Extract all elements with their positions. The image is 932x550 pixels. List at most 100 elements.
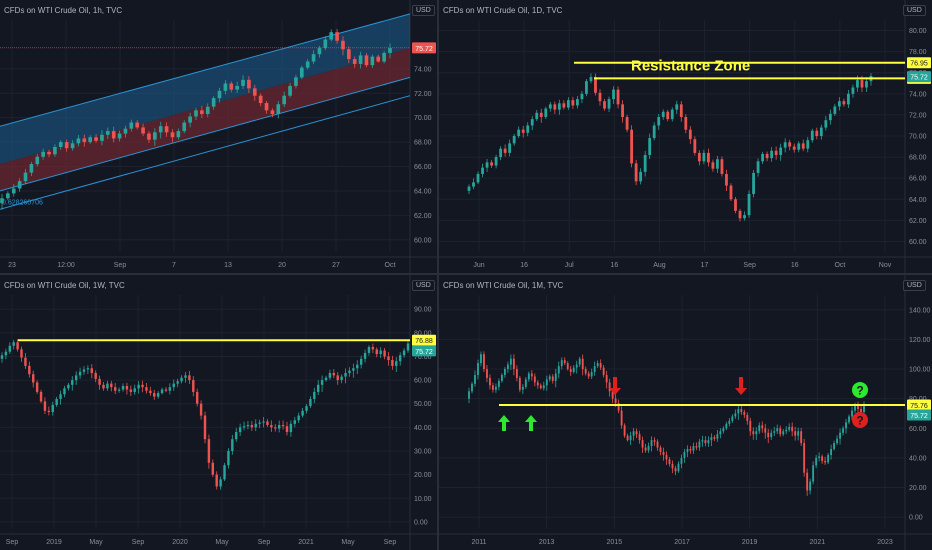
candle-body — [471, 383, 473, 392]
channel-ratio-label: 0.628260706 — [2, 199, 43, 206]
candle-body — [806, 472, 809, 491]
candle-body — [82, 138, 87, 143]
candle-body — [382, 52, 386, 62]
candle-body — [29, 164, 34, 173]
candle-body — [376, 56, 381, 62]
candle-body — [571, 100, 575, 106]
candle-body — [521, 386, 524, 390]
last-price-tag-bg — [907, 409, 931, 421]
candle-body — [490, 162, 493, 166]
candle-body — [274, 427, 277, 429]
candle-body — [39, 391, 43, 402]
candle-body — [503, 369, 506, 375]
candle-body — [812, 465, 815, 482]
candle-body — [675, 104, 679, 110]
y-tick-label: 62.00 — [909, 218, 927, 225]
candle-body — [734, 413, 737, 417]
candle-body — [305, 406, 308, 411]
level-tag-bg — [907, 399, 931, 411]
x-tick-label: 7 — [172, 262, 176, 269]
candle-body — [211, 98, 216, 107]
y-tick-label: 74.00 — [909, 91, 927, 98]
candle-body — [486, 369, 488, 378]
candle-body — [199, 403, 203, 416]
candle-body — [662, 451, 665, 455]
candle-body — [782, 431, 785, 435]
candle-body — [24, 357, 27, 366]
chart-panel-1h: 60.00 62.00 64.00 66.00 68.00 70.00 72.00 74.00… — [0, 0, 437, 273]
question-mark-glyph: ? — [856, 413, 863, 427]
candle-body — [223, 83, 228, 91]
candle-body — [170, 132, 175, 138]
candle-body — [758, 425, 761, 432]
candle-body — [293, 420, 296, 424]
x-tick-label: 12:00 — [57, 262, 75, 269]
last-price-tag: 75.72 — [910, 75, 928, 82]
candle-body — [652, 125, 656, 139]
candle-body — [752, 172, 755, 194]
candle-body — [78, 371, 82, 376]
candle-body — [141, 127, 145, 134]
candle-body — [86, 368, 90, 370]
candle-body — [677, 463, 680, 472]
candle-body — [11, 188, 16, 194]
chart-1d-svg: 60.00 62.00 64.00 66.00 68.00 70.00 72.00 74.00… — [439, 0, 932, 273]
candle-body — [761, 153, 764, 162]
candle-body — [358, 55, 363, 64]
candle-body — [743, 412, 746, 415]
candle-body — [830, 449, 833, 455]
candle-body — [509, 358, 512, 365]
panel-divider-horizontal[interactable] — [0, 273, 932, 275]
candle-body — [0, 198, 4, 204]
candle-body — [569, 369, 572, 373]
candle-body — [589, 76, 593, 82]
candle-body — [716, 159, 719, 169]
candle-body — [747, 194, 751, 216]
candle-body — [294, 77, 298, 86]
candle-body — [701, 440, 704, 442]
x-tick-label: Sep — [132, 539, 145, 546]
candle-body — [51, 404, 54, 412]
candle-body — [317, 48, 322, 55]
candle-body — [254, 423, 257, 428]
candle-body — [686, 449, 689, 452]
candle-body — [731, 416, 734, 421]
candle-body — [347, 49, 351, 60]
chart-title-1h: CFDs on WTI Crude Oil, 1h, TVC — [4, 6, 123, 15]
candle-body — [489, 377, 491, 386]
x-tick-label: Sep — [6, 539, 19, 546]
candle-body — [16, 342, 19, 350]
candle-body — [575, 364, 578, 368]
y-tick-label: 78.00 — [909, 49, 927, 56]
x-tick-label: 2019 — [46, 539, 62, 546]
candle-body — [111, 131, 116, 139]
candle-body — [671, 463, 674, 469]
candle-body — [788, 142, 792, 147]
candle-body — [336, 375, 339, 381]
candle-body — [129, 122, 134, 129]
candle-body — [725, 173, 728, 186]
x-tick-label: 16 — [610, 262, 618, 269]
candle-body — [472, 182, 475, 187]
last-price-tag-bg — [412, 345, 436, 357]
candle-body — [548, 376, 551, 380]
candle-body — [184, 375, 187, 378]
candle-body — [518, 377, 521, 390]
candle-body — [494, 157, 498, 166]
candle-body — [605, 374, 608, 383]
chart-panel-1d: 60.00 62.00 64.00 66.00 68.00 70.00 72.00 74.00… — [439, 0, 932, 273]
candle-body — [379, 350, 382, 355]
candle-body — [809, 481, 812, 491]
candle-body — [585, 81, 588, 94]
candle-body — [761, 425, 764, 429]
candle-body — [666, 111, 670, 120]
candle-body — [629, 435, 632, 441]
candle-body — [774, 150, 778, 155]
candle-body — [704, 440, 707, 444]
candle-body — [6, 193, 10, 199]
x-tick-label: 27 — [332, 262, 340, 269]
candle-body — [650, 440, 653, 447]
x-tick-label: Jul — [565, 262, 574, 269]
candle-body — [647, 446, 650, 451]
panel-divider-vertical[interactable] — [437, 0, 439, 550]
